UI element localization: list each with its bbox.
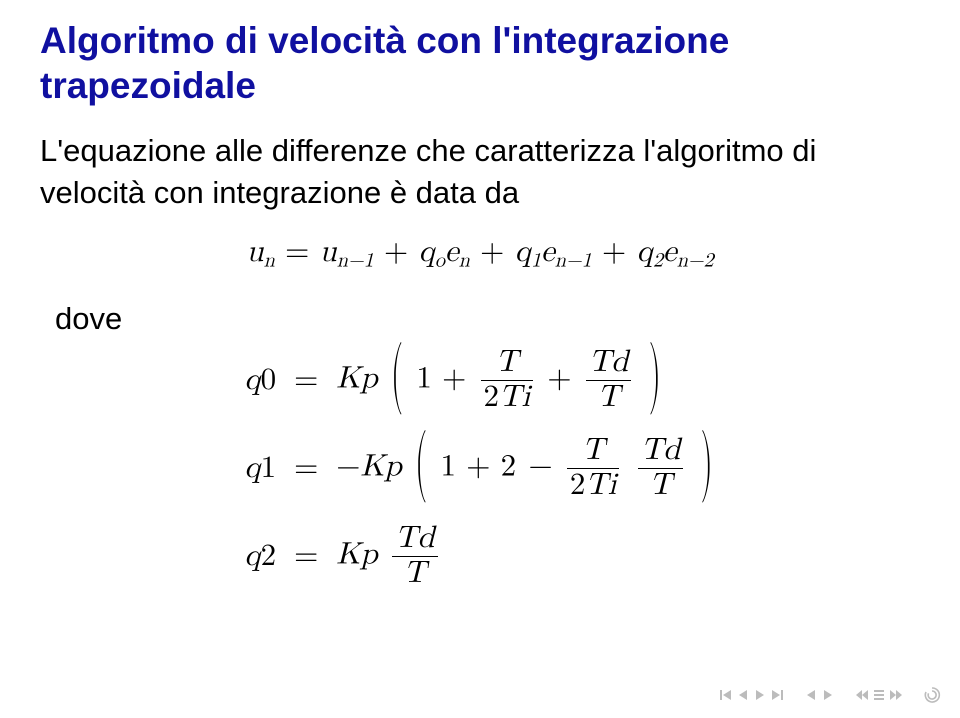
- nav-next-section-icon[interactable]: [888, 687, 904, 703]
- recurrence-equation: un = un−1 + qoen + q1en−1 + q2en−2: [40, 234, 920, 273]
- sub-i: i: [521, 382, 530, 413]
- T: T: [499, 382, 521, 413]
- eq-q2: q2 = Kp Td T: [236, 513, 723, 601]
- nav-first-slide-icon[interactable]: [718, 687, 734, 703]
- sub: o: [435, 251, 445, 271]
- frac-Td-over-T: Td T: [586, 347, 632, 415]
- nav-section-group: [854, 687, 904, 703]
- q: q: [244, 365, 260, 396]
- T: T: [585, 470, 607, 501]
- nav-section-bar-icon[interactable]: [871, 687, 887, 703]
- sub-d: d: [611, 347, 628, 378]
- nav-last-slide-icon[interactable]: [769, 687, 785, 703]
- slide: Algoritmo di velocità con l'integrazione…: [0, 0, 960, 718]
- T: T: [496, 347, 518, 378]
- T: T: [641, 435, 663, 466]
- T: T: [649, 470, 671, 501]
- one: 1: [416, 363, 432, 394]
- sub-n: n: [264, 251, 275, 271]
- T: T: [582, 435, 604, 466]
- nav-prev-section-icon[interactable]: [854, 687, 870, 703]
- T: T: [597, 382, 619, 413]
- nav-next-frame-icon[interactable]: [820, 687, 836, 703]
- K: K: [336, 363, 360, 394]
- sub-d: d: [663, 435, 680, 466]
- sub: n−1: [337, 251, 374, 271]
- q: q: [515, 237, 531, 268]
- two: 2: [484, 382, 500, 413]
- dove-label: dove: [55, 301, 920, 337]
- minus: −: [336, 451, 360, 482]
- q: q: [244, 453, 260, 484]
- coefficient-equations: q0 = Kp ( 1 + T 2Ti + Td T ): [236, 337, 723, 601]
- sub2: 2: [261, 541, 277, 572]
- nav-prev-frame-icon[interactable]: [803, 687, 819, 703]
- body-text: L'equazione alle differenze che caratter…: [40, 130, 920, 214]
- frac-Td-over-T: Td T: [392, 523, 438, 591]
- e: e: [663, 237, 677, 268]
- u: u: [320, 237, 337, 268]
- eq-q0: q0 = Kp ( 1 + T 2Ti + Td T ): [236, 337, 723, 425]
- slide-title: Algoritmo di velocità con l'integrazione…: [40, 18, 920, 108]
- e: e: [541, 237, 555, 268]
- two: 2: [501, 451, 517, 482]
- u: u: [246, 237, 263, 268]
- nav-bar: [718, 684, 942, 706]
- sub: n−1: [555, 251, 592, 271]
- sub-p: p: [360, 363, 377, 394]
- title-line-2: trapezoidale: [40, 65, 256, 106]
- q: q: [418, 237, 434, 268]
- frac-T-over-2Ti: T 2Ti: [567, 435, 620, 503]
- T: T: [395, 523, 417, 554]
- nav-frame-group: [803, 687, 836, 703]
- one: 1: [440, 451, 456, 482]
- two: 2: [570, 470, 586, 501]
- e: e: [445, 237, 459, 268]
- T: T: [589, 347, 611, 378]
- nav-next-slide-icon[interactable]: [752, 687, 768, 703]
- frac-Td-over-T: Td T: [638, 435, 684, 503]
- nav-slide-group: [718, 687, 785, 703]
- sub-i: i: [608, 470, 617, 501]
- sub1: 1: [261, 453, 277, 484]
- K: K: [360, 451, 384, 482]
- nav-prev-slide-icon[interactable]: [735, 687, 751, 703]
- nav-back-spiral-icon[interactable]: [922, 685, 942, 705]
- sub: n−2: [677, 251, 714, 271]
- q: q: [636, 237, 652, 268]
- sub: n: [459, 251, 470, 271]
- sub-p: p: [385, 451, 402, 482]
- K: K: [336, 540, 360, 571]
- q: q: [244, 541, 260, 572]
- sub: 2: [653, 251, 663, 271]
- title-line-1: Algoritmo di velocità con l'integrazione: [40, 20, 729, 61]
- eq-q1: q1 = −Kp ( 1 + 2 − T 2Ti Td T ): [236, 425, 723, 513]
- T: T: [404, 558, 426, 589]
- frac-T-over-2Ti: T 2Ti: [481, 347, 534, 415]
- sub: 1: [531, 251, 541, 271]
- sub0: 0: [261, 365, 277, 396]
- sub-p: p: [360, 540, 377, 571]
- sub-d: d: [417, 523, 434, 554]
